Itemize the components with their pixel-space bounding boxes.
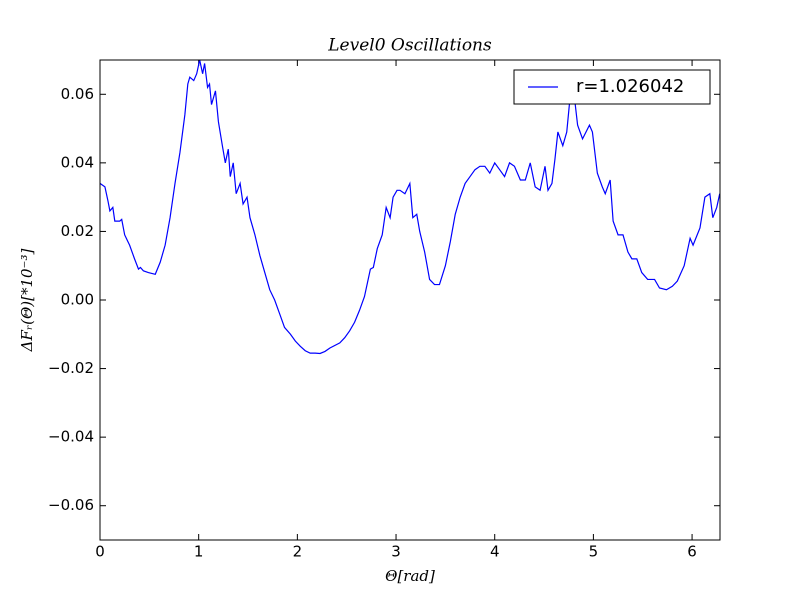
plot-frame [99, 59, 721, 541]
x-axis-label: Θ[rad] [385, 567, 435, 585]
legend-label: r=1.026042 [576, 76, 684, 97]
data-line [99, 59, 721, 355]
x-tick-label: 0 [95, 543, 105, 561]
y-axis-label: ΔFᵣ(Θ)[*10⁻³] [18, 249, 36, 353]
y-tick-label: −0.06 [48, 496, 94, 514]
y-tick-label: −0.02 [48, 359, 94, 377]
y-tick-label: 0.00 [61, 291, 94, 309]
x-tick-label: 2 [293, 543, 303, 561]
y-tick-label: 0.06 [61, 85, 94, 103]
x-tick-label: 3 [391, 543, 401, 561]
y-tick-label: −0.04 [48, 428, 94, 446]
x-tick-label: 1 [194, 543, 204, 561]
x-tick-label: 6 [687, 543, 697, 561]
x-tick-label: 4 [490, 543, 500, 561]
y-tick-label: 0.02 [61, 222, 94, 240]
chart-title: Level0 Oscillations [327, 36, 492, 56]
y-tick-label: 0.04 [61, 153, 94, 171]
x-tick-label: 5 [589, 543, 599, 561]
